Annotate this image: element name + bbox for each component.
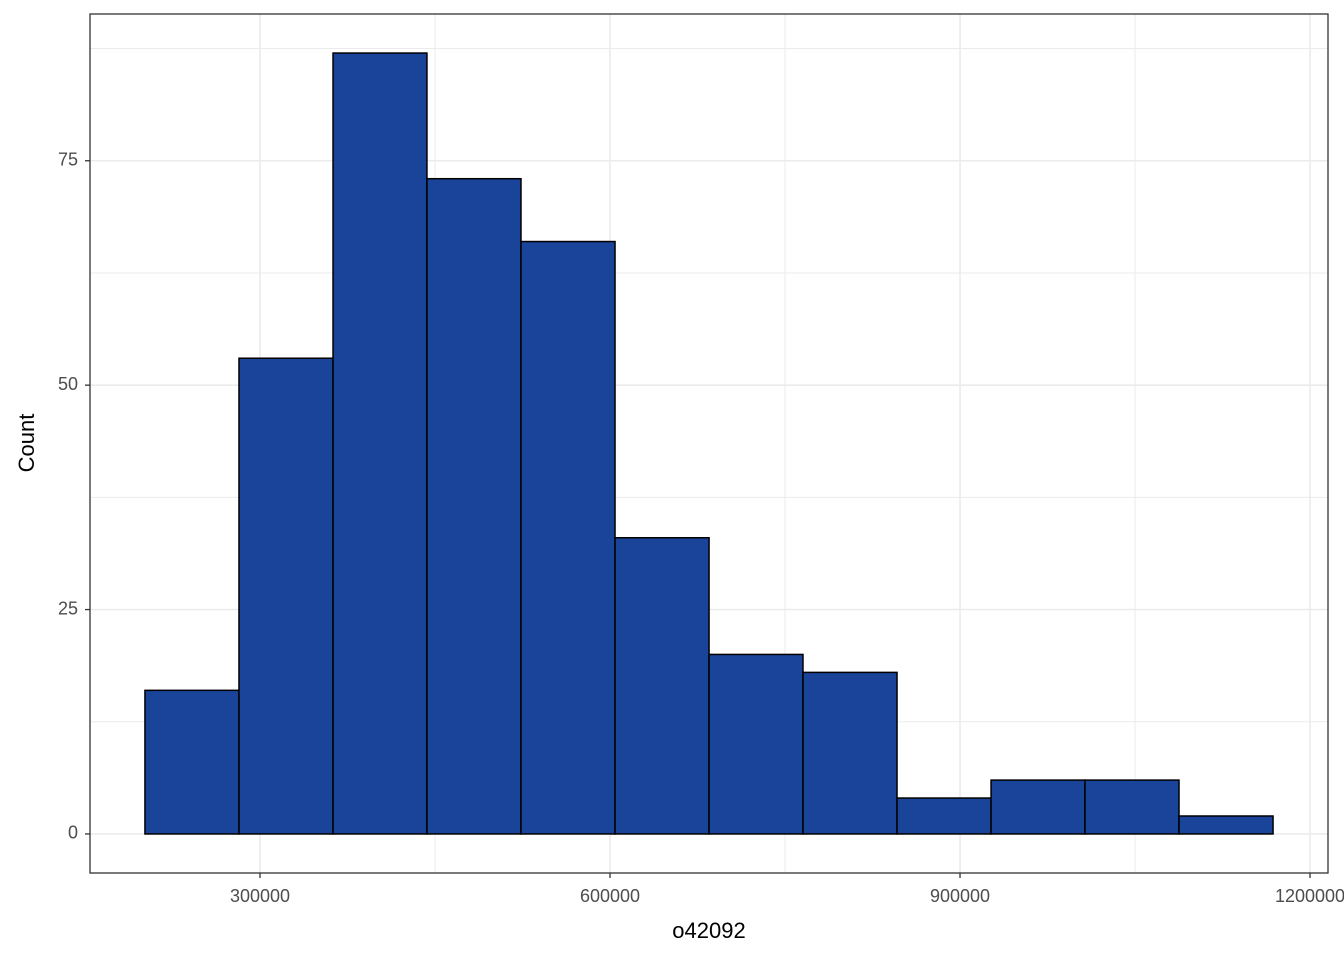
bar	[614, 536, 710, 835]
bar	[802, 671, 898, 835]
y-tick-label: 25	[58, 598, 78, 618]
bar	[1084, 779, 1180, 835]
bar	[1178, 815, 1274, 835]
y-tick-label: 75	[58, 150, 78, 170]
bar	[708, 653, 804, 835]
y-tick-label: 0	[68, 823, 78, 843]
bar	[896, 797, 992, 835]
bar	[990, 779, 1086, 835]
x-axis-title: o42092	[672, 918, 745, 943]
x-tick-label: 1200000	[1275, 886, 1344, 906]
y-tick-label: 50	[58, 374, 78, 394]
bar	[238, 357, 334, 835]
panel-border	[89, 13, 1329, 874]
bar	[426, 177, 522, 835]
x-tick-label: 600000	[580, 886, 640, 906]
y-axis-title: Count	[14, 414, 39, 473]
x-tick-label: 900000	[930, 886, 990, 906]
x-tick-label: 300000	[230, 886, 290, 906]
bar	[144, 689, 240, 835]
bar	[332, 52, 428, 835]
bar	[520, 240, 616, 835]
